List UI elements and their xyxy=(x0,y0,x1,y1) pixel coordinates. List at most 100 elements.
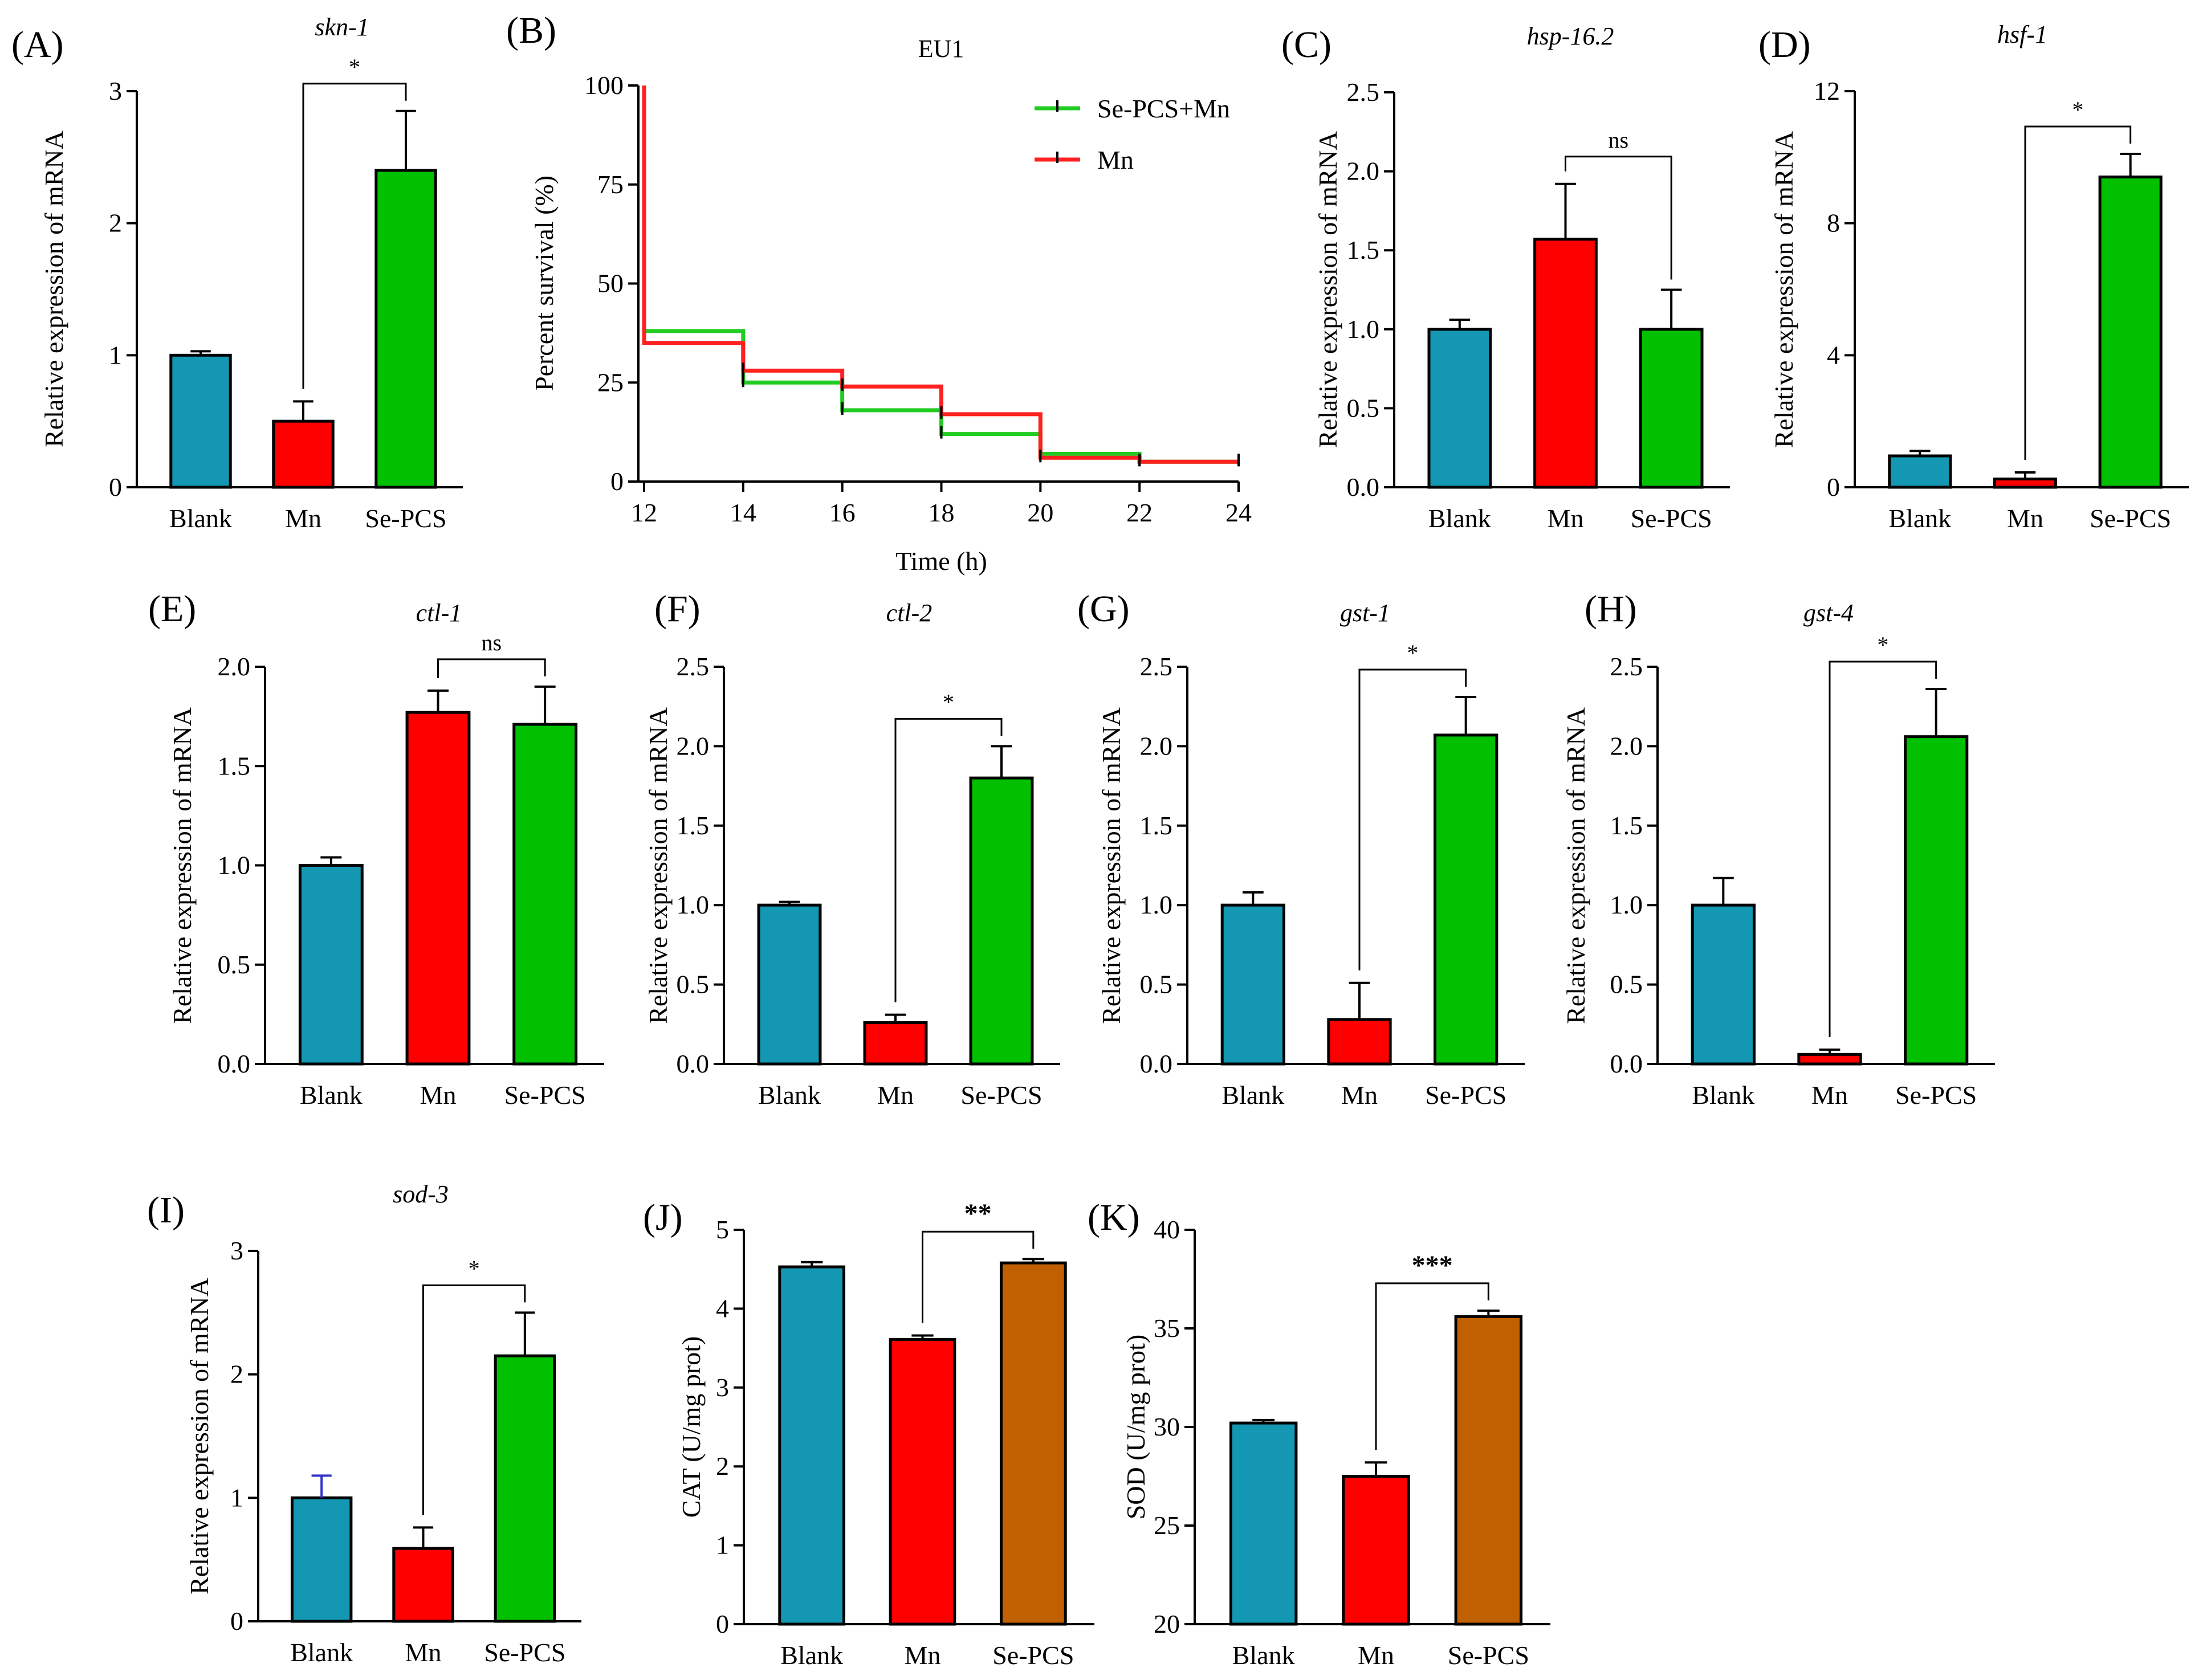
significance-bracket xyxy=(922,1230,1035,1323)
bar-se-pcs xyxy=(494,1354,556,1623)
bar-se-pcs xyxy=(512,723,578,1066)
y-tick-label: 2.5 xyxy=(677,652,710,681)
y-tick-label: 1.5 xyxy=(218,751,251,780)
bar-blank xyxy=(1427,328,1492,489)
y-tick-label: 4 xyxy=(716,1294,729,1323)
significance-bracket xyxy=(1565,156,1672,280)
y-axis-label: Relative expression of mRNA xyxy=(168,707,197,1024)
x-tick-label: 24 xyxy=(1225,498,1252,527)
y-tick-label: 2 xyxy=(230,1360,243,1389)
y-axis-label: Relative expression of mRNA xyxy=(1561,707,1590,1024)
panel-label: (D) xyxy=(1758,24,1811,66)
bar-blank xyxy=(778,1265,846,1626)
x-tick-label: 14 xyxy=(730,498,756,527)
significance-label: * xyxy=(349,54,360,80)
y-axis-label: Relative expression of mRNA xyxy=(185,1278,214,1595)
panel-b: (B) EU1 0 25 50 75 100 12 14 16 18 20 22 24 Time (h) Pe… xyxy=(506,10,1252,576)
survival-line-mn xyxy=(642,85,1239,464)
bar-se-pcs xyxy=(2098,176,2163,489)
panel-label: (I) xyxy=(147,1189,185,1231)
x-tick-label: Mn xyxy=(420,1080,457,1110)
y-tick-label: 1.5 xyxy=(1610,811,1643,840)
bar-se-pcs xyxy=(1454,1315,1523,1626)
bar-se-pcs xyxy=(1434,733,1499,1066)
bar-se-pcs xyxy=(374,169,437,489)
x-tick-label: Blank xyxy=(169,504,232,533)
bar-blank xyxy=(290,1496,353,1623)
y-tick-label: 1.0 xyxy=(677,890,710,919)
bar-mn xyxy=(863,1021,928,1066)
y-tick-label: 3 xyxy=(716,1373,729,1402)
y-tick-label: 0 xyxy=(230,1606,243,1636)
y-tick-label: 4 xyxy=(1827,340,1840,369)
panel-label: (H) xyxy=(1585,588,1637,630)
significance-label: * xyxy=(1407,640,1418,666)
y-tick-label: 3 xyxy=(109,76,122,105)
x-tick-label: Blank xyxy=(780,1641,843,1670)
bar-se-pcs xyxy=(969,776,1034,1066)
y-tick-label: 1.0 xyxy=(1347,315,1380,344)
x-tick-label: Se-PCS xyxy=(504,1080,586,1110)
y-tick-label: 2.0 xyxy=(1140,731,1173,760)
y-tick-label: 50 xyxy=(597,269,624,298)
panel-d: (D) hsf-1 0 4 8 12 Relative expression of mRNA… xyxy=(1758,21,2189,533)
y-tick-label: 2 xyxy=(109,209,122,238)
x-axis-label: Time (h) xyxy=(895,547,987,576)
bar-mn xyxy=(1797,1053,1862,1066)
y-tick-label: 75 xyxy=(597,170,624,199)
panel-label: (K) xyxy=(1088,1197,1140,1238)
panel-i: (I) sod-3 0 1 2 3 Relative expression of mRNA B… xyxy=(147,1180,581,1667)
significance-bracket xyxy=(1375,1282,1489,1450)
y-tick-label: 35 xyxy=(1154,1314,1180,1343)
x-tick-label: Se-PCS xyxy=(1448,1641,1529,1670)
bar-blank xyxy=(1691,903,1756,1066)
y-tick-label: 0.5 xyxy=(1140,970,1173,999)
significance-label: * xyxy=(469,1255,480,1281)
bar-mn xyxy=(1993,478,2058,489)
x-tick-label: Blank xyxy=(1888,504,1951,533)
x-tick-label: Mn xyxy=(1341,1080,1378,1110)
y-tick-label: 2.0 xyxy=(1610,731,1643,760)
x-tick-label: Se-PCS xyxy=(992,1641,1074,1670)
y-tick-label: 2.5 xyxy=(1140,652,1173,681)
bar-blank xyxy=(1220,903,1285,1066)
significance-label: * xyxy=(943,689,954,715)
y-tick-label: 25 xyxy=(597,368,624,397)
significance-label: ns xyxy=(1609,127,1629,153)
y-tick-label: 0.0 xyxy=(1140,1049,1173,1078)
x-tick-label: Se-PCS xyxy=(1895,1080,1977,1110)
y-tick-label: 0.0 xyxy=(1347,472,1380,501)
bar-blank xyxy=(298,864,364,1066)
chart-title: sod-3 xyxy=(393,1180,449,1208)
x-tick-label: Blank xyxy=(300,1080,363,1110)
x-tick-label: Mn xyxy=(877,1080,914,1110)
panel-a: (A) skn-1 0 1 2 3 Relative expression of mRNA B… xyxy=(11,13,463,533)
bar-mn xyxy=(392,1547,454,1623)
x-tick-label: Mn xyxy=(1548,504,1584,533)
y-tick-label: 0 xyxy=(716,1609,729,1638)
significance-bracket xyxy=(2024,125,2132,460)
bar-blank xyxy=(1229,1421,1298,1626)
y-axis-label: Relative expression of mRNA xyxy=(644,707,673,1024)
panel-label: (G) xyxy=(1077,588,1130,630)
y-axis-label: CAT (U/mg prot) xyxy=(677,1336,706,1518)
y-tick-label: 25 xyxy=(1154,1511,1180,1540)
x-tick-label: Blank xyxy=(1692,1080,1754,1110)
significance-bracket xyxy=(302,83,407,389)
y-tick-label: 100 xyxy=(584,71,624,100)
bar-mn xyxy=(889,1338,956,1626)
legend-label: Se-PCS+Mn xyxy=(1097,94,1230,123)
x-tick-label: Se-PCS xyxy=(365,504,446,533)
x-tick-label: Blank xyxy=(290,1638,353,1667)
y-tick-label: 0.5 xyxy=(1347,393,1380,422)
x-tick-label: Blank xyxy=(1232,1641,1295,1670)
y-tick-label: 8 xyxy=(1827,209,1840,238)
y-tick-label: 1 xyxy=(716,1531,729,1560)
x-tick-label: Mn xyxy=(1811,1080,1848,1110)
bar-mn xyxy=(1342,1475,1410,1626)
x-tick-label: Se-PCS xyxy=(484,1638,565,1667)
y-tick-label: 0.5 xyxy=(1610,970,1643,999)
y-tick-label: 2 xyxy=(716,1451,729,1481)
bar-mn xyxy=(272,419,335,489)
